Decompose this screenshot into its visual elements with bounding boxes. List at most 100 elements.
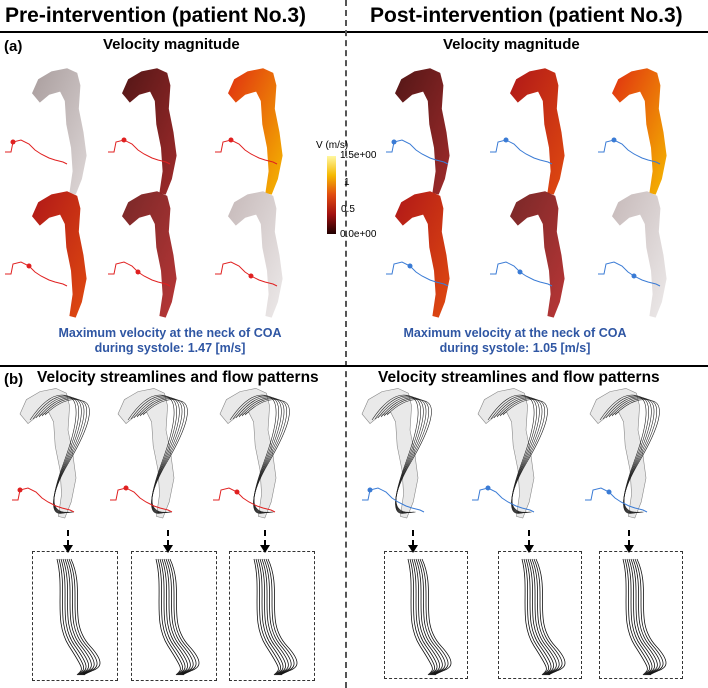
zoom-streamline [163, 558, 191, 676]
arrow-down-icon [624, 530, 634, 553]
zoom-streamline [411, 558, 438, 676]
caption-pre-line1: Maximum velocity at the neck of COA [58, 326, 282, 340]
zoom-streamline [263, 558, 292, 676]
zoom-streamline [157, 558, 184, 676]
colorbar-tick-max: 1.5e+00 [340, 150, 377, 161]
zoom-box-pre-3 [229, 551, 315, 681]
waveform-marker [123, 485, 129, 491]
zoom-streamline [68, 558, 98, 676]
arrow-down-icon [260, 530, 270, 553]
zoom-streamline [417, 558, 446, 676]
zoom-streamline [628, 558, 655, 676]
colorbar-tick-0-5: 0.5 [341, 204, 355, 215]
aorta-render-icon [32, 68, 87, 195]
panel-divider [0, 365, 708, 367]
waveform-marker [234, 489, 240, 495]
zoom-streamline [624, 558, 651, 676]
colorbar-title: V (m/s) [316, 140, 349, 151]
caption-post-line2: during systole: 1.05 [m/s] [439, 341, 591, 355]
zoom-box-pre-1 [32, 551, 118, 681]
waveform-icon [472, 487, 535, 513]
center-divider [345, 0, 347, 688]
waveform-marker [26, 263, 32, 269]
zoom-box-pre-2 [131, 551, 217, 681]
colorbar [327, 156, 336, 234]
zoom-streamline [630, 558, 658, 676]
max-velocity-caption-post: Maximum velocity at the neck of COA duri… [385, 326, 645, 356]
streamline-aorta-icon [477, 388, 535, 519]
waveform-marker [121, 137, 127, 143]
arrow-down-icon [63, 530, 73, 553]
waveform-marker [248, 273, 254, 279]
waveform-icon [386, 139, 449, 165]
arrow-down-icon [408, 530, 418, 553]
zoom-streamline [409, 558, 436, 676]
streamlines-title-left: Velocity streamlines and flow patterns [37, 369, 319, 386]
zoom-streamline [622, 558, 648, 676]
waveform-icon [5, 139, 68, 165]
waveform-marker [391, 139, 397, 145]
zoom-streamline [58, 558, 85, 676]
max-velocity-caption-pre: Maximum velocity at the neck of COA duri… [40, 326, 300, 356]
zoom-streamline [407, 558, 433, 676]
waveform-icon [386, 261, 449, 287]
waveform-marker [503, 137, 509, 143]
waveform-icon [585, 487, 648, 513]
zoom-streamline [265, 558, 295, 676]
waveform-icon [490, 139, 553, 165]
header-divider [0, 31, 708, 33]
waveform-marker [228, 137, 234, 143]
waveform-marker [10, 139, 16, 145]
aorta-render-icon [122, 191, 177, 318]
waveform-marker [17, 487, 23, 493]
aorta-render-icon [228, 191, 283, 318]
aorta-render-icon [228, 68, 283, 195]
arrow-down-icon [163, 530, 173, 553]
zoom-streamline [525, 558, 552, 676]
zoom-streamline [70, 558, 101, 676]
aorta-render-icon [612, 68, 667, 195]
waveform-icon [12, 487, 75, 513]
caption-post-line1: Maximum velocity at the neck of COA [403, 326, 627, 340]
zoom-streamline [60, 558, 87, 676]
zoom-streamline [165, 558, 194, 676]
zoom-streamline [533, 558, 563, 676]
arrow-down-icon [524, 530, 534, 553]
streamline-aorta-icon [589, 388, 647, 519]
panel-a-label: (a) [4, 38, 23, 55]
zoom-streamline [62, 558, 89, 676]
waveform-marker [631, 273, 637, 279]
zoom-streamline [531, 558, 560, 676]
zoom-streamline [259, 558, 286, 676]
panel-b-label: (b) [4, 371, 24, 388]
zoom-streamline [257, 558, 284, 676]
aorta-render-icon [32, 191, 87, 318]
aorta-render-icon [510, 68, 565, 195]
streamline-aorta-icon [219, 388, 277, 519]
waveform-marker [485, 485, 491, 491]
zoom-streamline [535, 558, 566, 676]
zoom-streamline [159, 558, 186, 676]
zoom-streamline [66, 558, 95, 676]
waveform-icon [5, 261, 68, 287]
zoom-streamline [64, 558, 92, 676]
zoom-streamline [421, 558, 452, 676]
aorta-render-icon [395, 191, 450, 318]
waveform-icon [598, 261, 661, 287]
waveform-marker [135, 269, 141, 275]
colorbar-tick-min: 0.0e+00 [340, 229, 377, 240]
zoom-streamline [415, 558, 443, 676]
velocity-magnitude-title-left: Velocity magnitude [103, 36, 240, 53]
streamline [386, 399, 432, 513]
aorta-render-icon [510, 191, 565, 318]
zoom-streamline [169, 558, 200, 676]
zoom-streamline [529, 558, 557, 676]
waveform-marker [407, 263, 413, 269]
zoom-streamline [261, 558, 289, 676]
zoom-streamline [632, 558, 661, 676]
streamline [44, 399, 90, 513]
streamline [142, 399, 188, 513]
colorbar-tick-1: 1 [344, 177, 350, 188]
waveform-marker [517, 269, 523, 275]
